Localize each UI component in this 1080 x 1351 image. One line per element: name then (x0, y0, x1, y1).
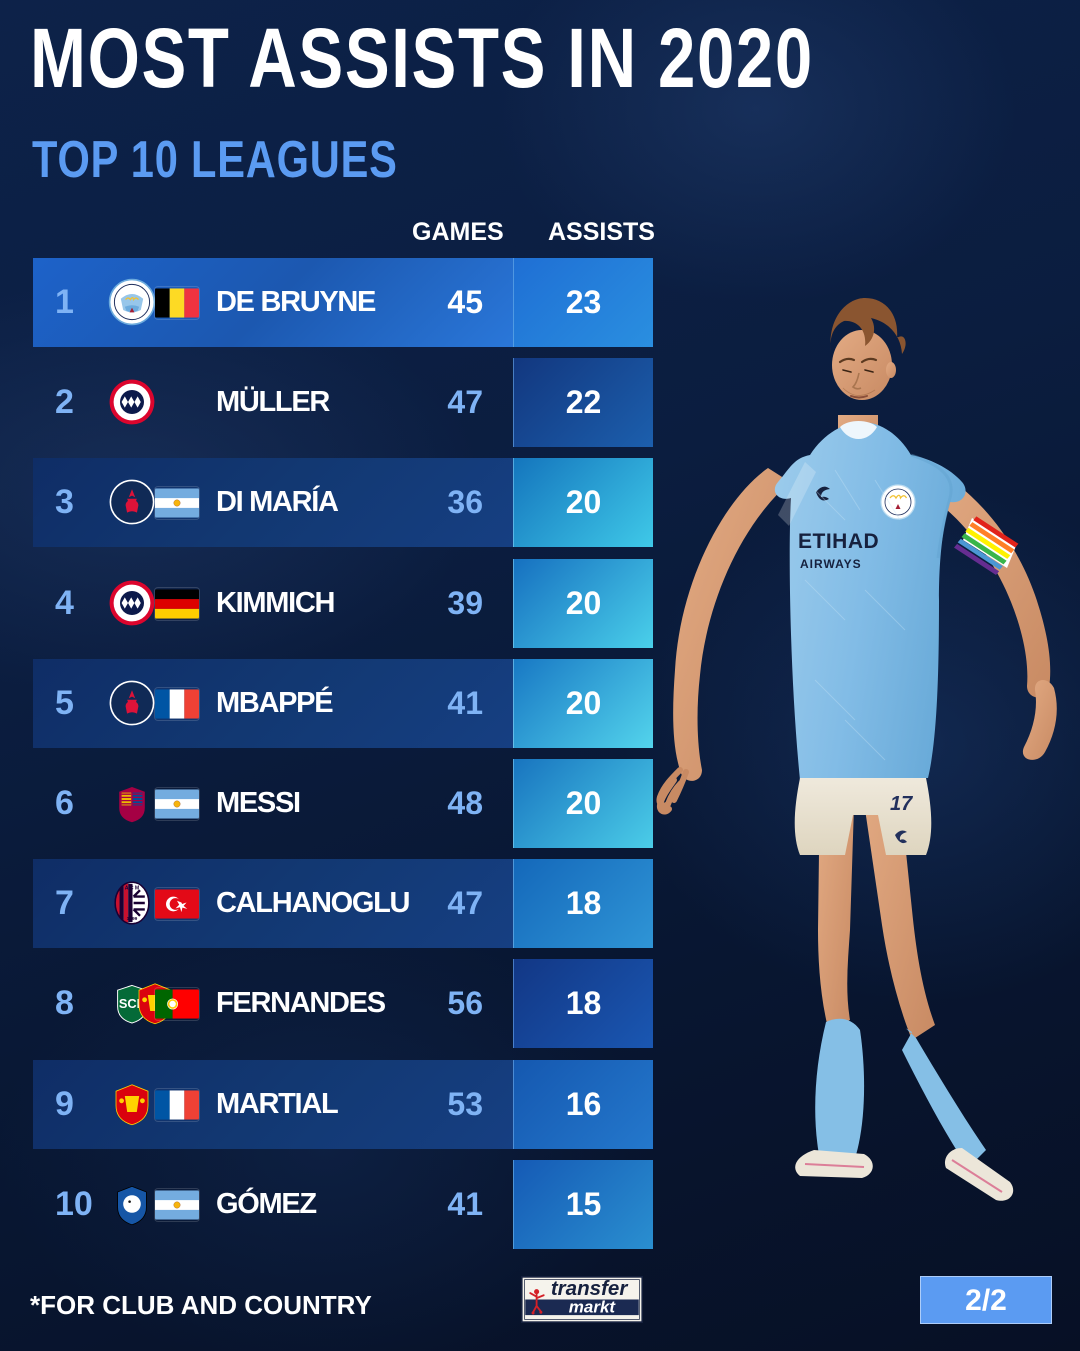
svg-text:markt: markt (569, 1297, 617, 1316)
svg-text:ETIHAD: ETIHAD (798, 530, 879, 553)
svg-text:17: 17 (890, 793, 913, 815)
svg-text:AIRWAYS: AIRWAYS (800, 557, 862, 571)
